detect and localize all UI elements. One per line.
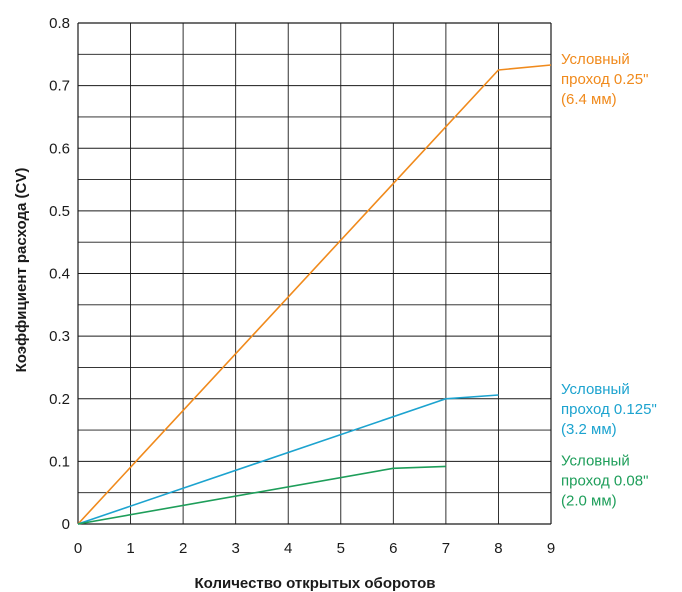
series-line-2 <box>77 465 446 525</box>
series-label-0: (6.4 мм) <box>561 91 617 108</box>
series-label-1: (3.2 мм) <box>561 421 617 438</box>
series-label-1: Условный <box>561 381 630 398</box>
x-tick-label: 4 <box>284 540 292 557</box>
y-tick-label: 0.2 <box>49 391 70 408</box>
y-tick-label: 0 <box>62 516 70 533</box>
y-tick-label: 0.8 <box>49 15 70 32</box>
y-tick-label: 0.1 <box>49 453 70 470</box>
x-tick-label: 5 <box>337 540 345 557</box>
grid <box>77 22 552 525</box>
x-axis-ticks: 0 1 2 3 4 5 6 7 8 9 <box>74 540 555 557</box>
series-line-0 <box>77 64 552 525</box>
series-label-0: проход 0.25" <box>561 71 648 88</box>
series-label-2: проход 0.08" <box>561 472 648 489</box>
x-tick-label: 0 <box>74 540 82 557</box>
series-label-2: (2.0 мм) <box>561 492 617 509</box>
series-label-1: проход 0.125" <box>561 401 657 418</box>
series-layer <box>77 64 552 525</box>
y-tick-label: 0.4 <box>49 266 70 283</box>
x-tick-label: 1 <box>126 540 134 557</box>
series-label-0: Условный <box>561 51 630 68</box>
y-axis-title: Коэффициент расхода (CV) <box>13 168 30 373</box>
y-axis-ticks: 0 0.1 0.2 0.3 0.4 0.5 0.6 0.7 0.8 <box>49 15 70 533</box>
x-tick-label: 3 <box>231 540 239 557</box>
series-label-2: Условный <box>561 452 630 469</box>
y-tick-label: 0.5 <box>49 203 70 220</box>
x-tick-label: 2 <box>179 540 187 557</box>
y-tick-label: 0.3 <box>49 328 70 345</box>
series-labels: Условный проход 0.25" (6.4 мм) Условный прох… <box>561 51 657 509</box>
x-tick-label: 9 <box>547 540 555 557</box>
y-tick-label: 0.6 <box>49 140 70 157</box>
x-tick-label: 6 <box>389 540 397 557</box>
series-line-1 <box>77 394 499 525</box>
x-tick-label: 8 <box>494 540 502 557</box>
x-axis-title: Количество открытых оборотов <box>195 575 436 592</box>
y-tick-label: 0.7 <box>49 78 70 95</box>
x-tick-label: 7 <box>442 540 450 557</box>
